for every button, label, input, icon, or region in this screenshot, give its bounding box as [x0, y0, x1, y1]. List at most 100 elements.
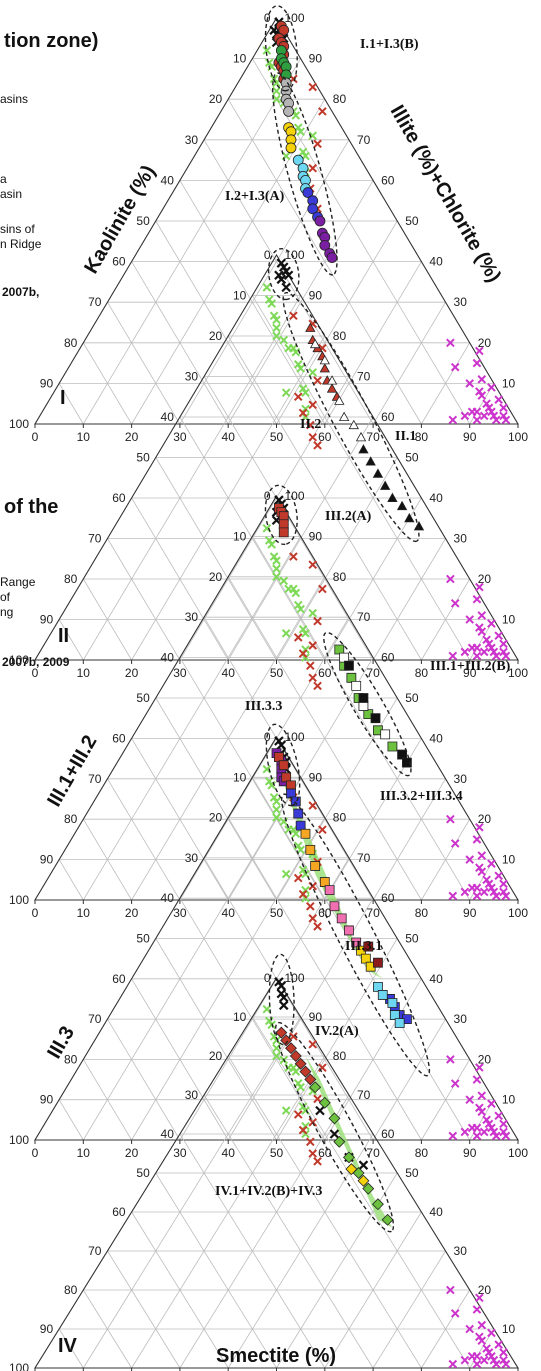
- illite-tick-label: 80: [333, 92, 347, 106]
- sample-point: [333, 1135, 346, 1148]
- reference-point: [479, 1127, 489, 1137]
- reference-point: [313, 1094, 322, 1104]
- smectite-tick-label: 20: [125, 1146, 139, 1160]
- reference-point: [477, 1336, 487, 1346]
- reference-point: [279, 335, 289, 345]
- gridline: [107, 538, 181, 661]
- sample-point: [336, 913, 347, 924]
- sample-point: [286, 780, 296, 791]
- smectite-tick-label: 80: [415, 1146, 429, 1160]
- sample-point: [371, 1198, 384, 1211]
- kaolinite-tick-label: 50: [136, 214, 150, 228]
- illite-tick-label: 10: [502, 853, 516, 867]
- legend-fragment: sins of: [0, 222, 35, 236]
- sample-point: [334, 395, 345, 405]
- reference-point: [308, 560, 318, 569]
- reference-point: [308, 1149, 318, 1158]
- reference-point: [301, 388, 310, 398]
- sample-point: [286, 788, 296, 799]
- kaolinite-tick-label: 60: [112, 491, 126, 505]
- sample-point: [389, 1010, 400, 1020]
- gridline: [179, 376, 350, 661]
- panel-id: I: [60, 387, 66, 409]
- illite-tick-label: 10: [502, 1322, 516, 1336]
- reference-point: [262, 46, 272, 55]
- smectite-tick-label: 40: [222, 906, 236, 920]
- kaolinite-tick-label: 20: [209, 1049, 223, 1063]
- illite-tick-label: 10: [502, 613, 516, 627]
- sample-point: [293, 808, 304, 819]
- reference-point: [291, 588, 301, 598]
- sample-point: [344, 925, 354, 936]
- sample-point: [281, 772, 292, 783]
- sample-point: [278, 1000, 289, 1011]
- smectite-tick-label: 50: [270, 666, 284, 680]
- sample-point: [365, 961, 376, 972]
- sample-point: [377, 990, 388, 1000]
- reference-point: [289, 343, 298, 353]
- reference-point: [318, 584, 327, 594]
- sample-point: [305, 322, 316, 332]
- legend-fragment: asins: [0, 92, 29, 106]
- sample-point: [348, 419, 359, 430]
- reference-point: [489, 411, 499, 421]
- smectite-tick-label: 30: [173, 906, 187, 920]
- sample-point: [373, 957, 383, 968]
- kaolinite-tick-label: 80: [64, 336, 78, 350]
- gridline: [155, 220, 277, 425]
- kaolinite-tick-label: 90: [40, 1322, 54, 1336]
- sample-point: [379, 480, 391, 490]
- sample-point: [310, 861, 321, 871]
- sample-point: [396, 500, 408, 511]
- gridline: [107, 301, 181, 425]
- illite-tick-label: 80: [333, 1049, 347, 1063]
- reference-point: [477, 1091, 487, 1100]
- gridline: [82, 536, 301, 901]
- reference-point: [472, 1359, 482, 1369]
- kaolinite-tick-label: 70: [88, 295, 102, 309]
- reference-point: [472, 1075, 482, 1084]
- reference-point: [450, 598, 460, 608]
- zone-label: I.1+I.3(B): [360, 37, 419, 52]
- reference-point: [475, 582, 484, 592]
- cluster-outline: [267, 248, 300, 301]
- reference-point: [499, 403, 508, 413]
- reference-point: [301, 893, 310, 903]
- reference-point: [475, 822, 484, 832]
- sample-point: [278, 511, 289, 522]
- reference-point: [296, 364, 305, 373]
- kaolinite-tick-label: 80: [64, 812, 78, 826]
- reference-point: [281, 629, 291, 638]
- gridline: [203, 1094, 374, 1369]
- illite-tick-label: 100: [285, 730, 305, 744]
- sample-point: [275, 1026, 288, 1039]
- reference-point: [289, 584, 298, 594]
- illite-tick-label: 70: [357, 370, 371, 384]
- gridline: [82, 1059, 132, 1141]
- reference-point: [298, 1102, 308, 1112]
- smectite-tick-label: 0: [32, 906, 39, 920]
- reference-point: [272, 556, 281, 565]
- reference-point: [465, 379, 475, 388]
- reference-point: [491, 1131, 501, 1141]
- gridline: [58, 1328, 84, 1369]
- reference-point: [477, 611, 487, 620]
- illite-tick-label: 50: [405, 451, 419, 465]
- reference-point: [293, 633, 303, 642]
- sample-point: [304, 1073, 317, 1086]
- reference-point: [450, 1309, 460, 1318]
- kaolinite-tick-label: 10: [233, 289, 247, 303]
- reference-point: [499, 1127, 508, 1137]
- gridline: [421, 1289, 471, 1369]
- bottom-axis-title: Smectite (%): [216, 1345, 336, 1367]
- sample-point: [404, 512, 415, 523]
- reference-point: [272, 797, 281, 806]
- illite-tick-label: 40: [429, 491, 443, 505]
- gridline: [324, 497, 422, 661]
- kaolinite-tick-label: 20: [209, 329, 223, 343]
- reference-point: [298, 1125, 308, 1135]
- ternary-panel-II: 0 10 20 30 40 50 60 70 80 90 100102030405060708090…: [9, 248, 528, 680]
- reference-point: [501, 1359, 511, 1369]
- gridline: [372, 1250, 446, 1369]
- smectite-tick-label: 50: [270, 430, 284, 444]
